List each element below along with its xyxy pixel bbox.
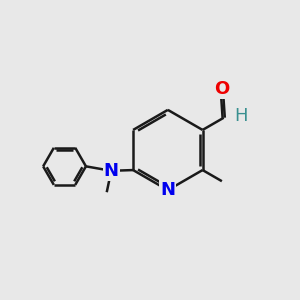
Text: O: O [214,80,230,98]
Text: H: H [234,107,247,125]
Text: N: N [104,162,119,180]
Text: N: N [160,181,175,199]
